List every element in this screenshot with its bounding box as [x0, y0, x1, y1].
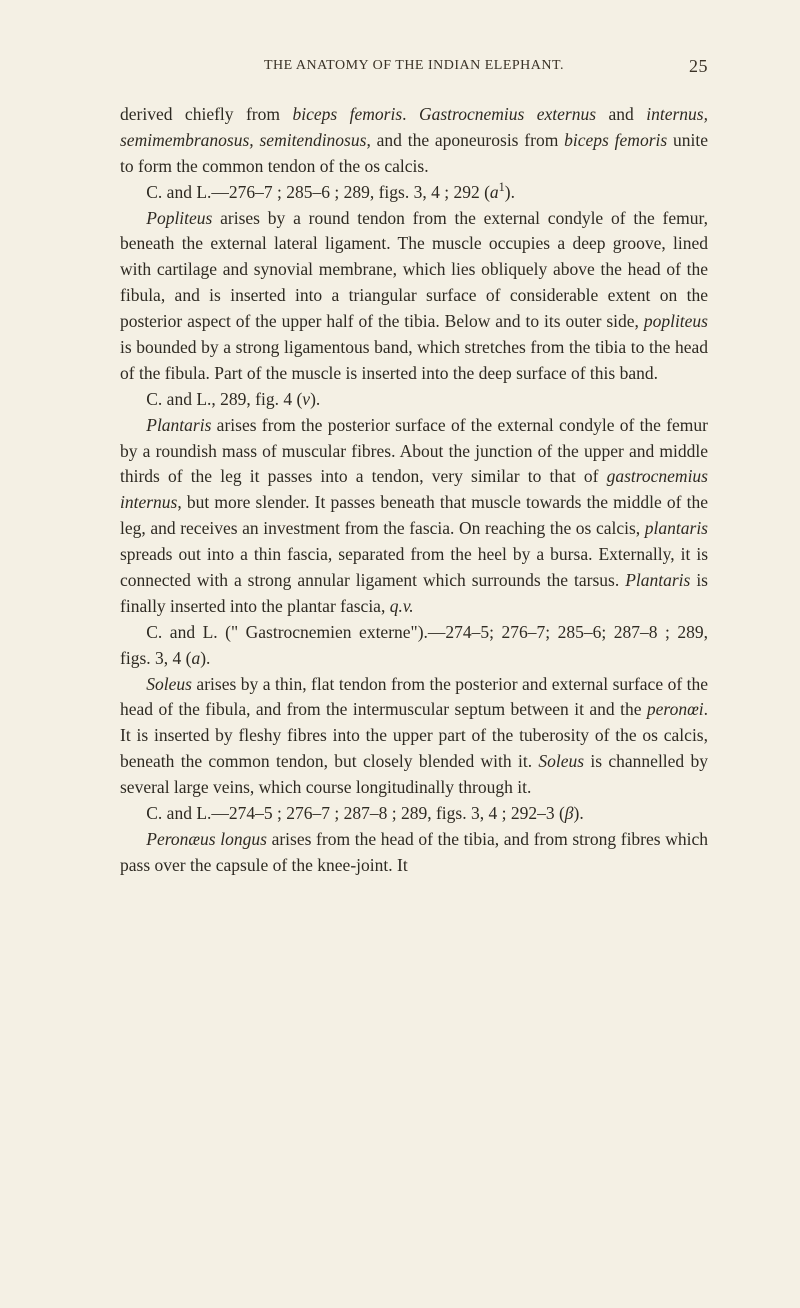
paragraph-3: Popliteus arises by a round tendon from … [120, 206, 708, 387]
paragraph-6: C. and L. (" Gastrocnemien externe").—27… [120, 620, 708, 672]
paragraph-5: Plantaris arises from the posterior surf… [120, 413, 708, 620]
page-number: 25 [689, 56, 708, 77]
page-content: THE ANATOMY OF THE INDIAN ELEPHANT. 25 d… [0, 0, 800, 1308]
paragraph-4: C. and L., 289, fig. 4 (v). [120, 387, 708, 413]
page-header: THE ANATOMY OF THE INDIAN ELEPHANT. 25 [120, 58, 708, 74]
paragraph-8: C. and L.—274–5 ; 276–7 ; 287–8 ; 289, f… [120, 801, 708, 827]
body-text: derived chiefly from biceps femoris. Gas… [120, 102, 708, 879]
paragraph-9: Peronæus longus arises from the head of … [120, 827, 708, 879]
paragraph-1: derived chiefly from biceps femoris. Gas… [120, 102, 708, 180]
paragraph-2: C. and L.—276–7 ; 285–6 ; 289, figs. 3, … [120, 180, 708, 206]
running-title: THE ANATOMY OF THE INDIAN ELEPHANT. [264, 58, 564, 74]
paragraph-7: Soleus arises by a thin, flat tendon fro… [120, 672, 708, 801]
